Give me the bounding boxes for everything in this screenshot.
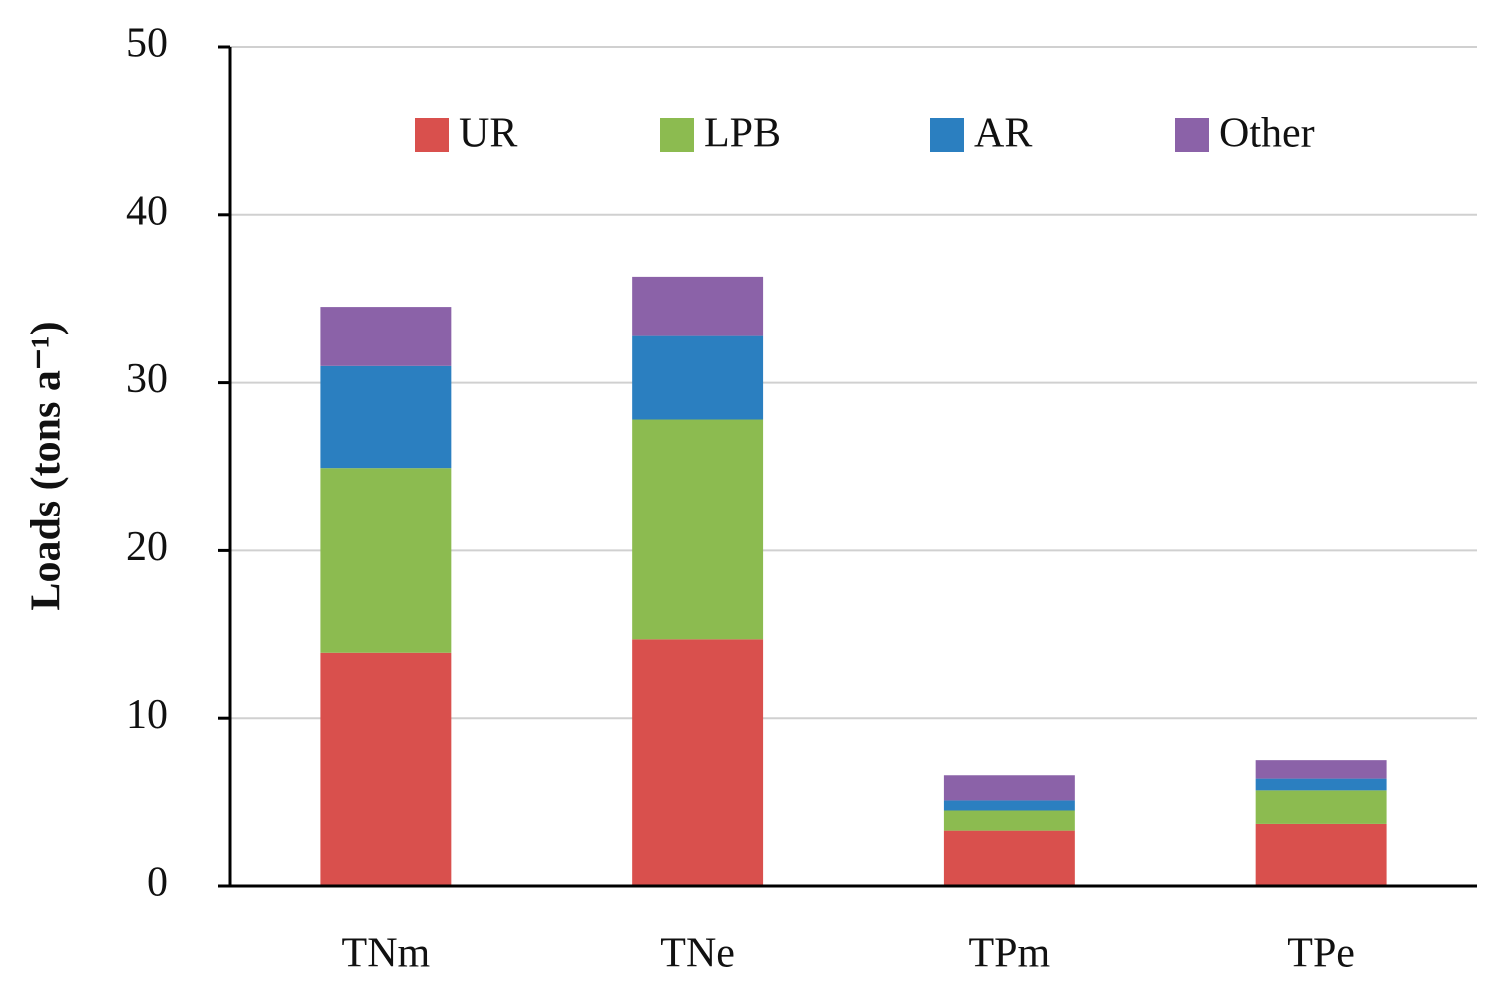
bar-segment: [1255, 790, 1387, 824]
y-tick-label: 50: [126, 21, 168, 67]
x-tick-label: TNm: [342, 931, 431, 977]
x-tick-label: TPe: [1287, 931, 1355, 977]
legend-label: UR: [459, 111, 517, 157]
bar-segment: [943, 830, 1075, 886]
legend-label: AR: [974, 111, 1032, 157]
bar-segment: [632, 639, 764, 886]
bar-segment: [943, 775, 1075, 801]
legend-label: LPB: [704, 111, 781, 157]
bar-segment: [632, 276, 764, 336]
y-axis-label: Loads (tons a⁻¹): [24, 321, 70, 610]
bar-segment: [943, 800, 1075, 811]
y-tick-label: 40: [126, 188, 168, 234]
bar-segment: [320, 652, 452, 886]
y-tick-label: 10: [126, 692, 168, 738]
legend-swatch: [415, 118, 449, 152]
bar-segment: [1255, 778, 1387, 791]
bar-segment: [632, 335, 764, 420]
bar-segment: [943, 810, 1075, 831]
bar-segment: [1255, 823, 1387, 886]
legend-swatch: [660, 118, 694, 152]
y-tick-label: 0: [147, 860, 168, 906]
legend-label: Other: [1219, 111, 1315, 157]
legend-swatch: [930, 118, 964, 152]
bar-segment: [1255, 760, 1387, 779]
y-tick-label: 20: [126, 524, 168, 570]
legend-swatch: [1175, 118, 1209, 152]
bar-segment: [320, 365, 452, 469]
y-tick-label: 30: [126, 356, 168, 402]
x-tick-label: TNe: [660, 931, 735, 977]
bar-segment: [320, 468, 452, 653]
bar-segment: [632, 419, 764, 640]
x-tick-label: TPm: [969, 931, 1051, 977]
bar-segment: [320, 307, 452, 366]
